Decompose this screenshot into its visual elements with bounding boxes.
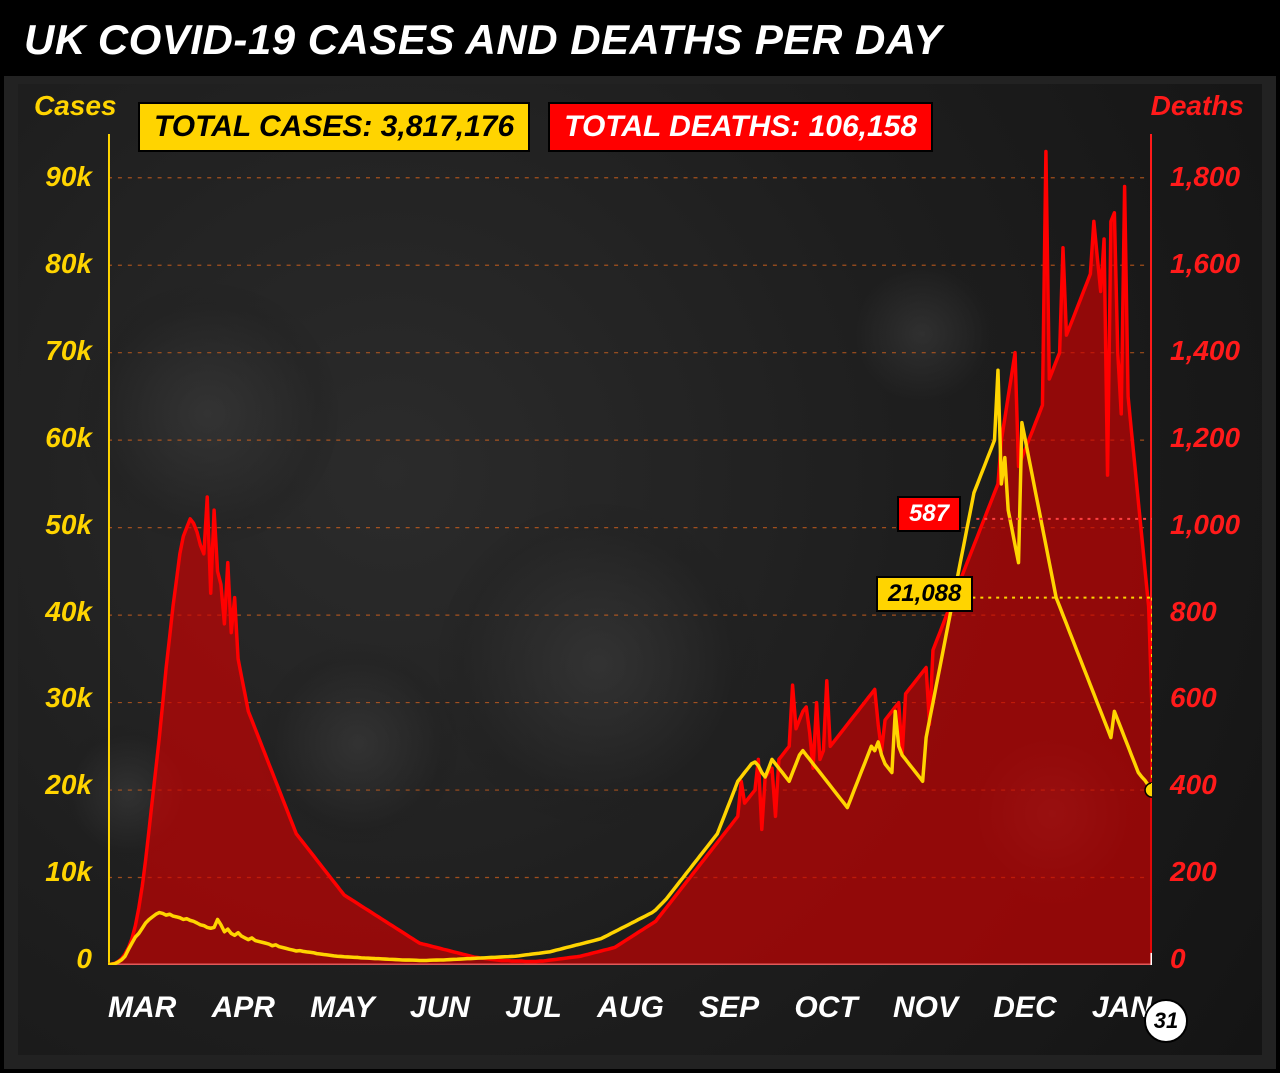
x-axis-months: MAR APR MAY JUN JUL AUG SEP OCT NOV DEC JAN <box>108 991 1152 1025</box>
left-tick: 60k <box>20 422 92 454</box>
left-tick: 70k <box>20 335 92 367</box>
plot-area <box>108 134 1152 965</box>
right-tick: 800 <box>1170 596 1217 628</box>
right-tick: 0 <box>1170 943 1186 975</box>
right-tick: 1,400 <box>1170 335 1240 367</box>
left-tick: 80k <box>20 248 92 280</box>
month-label: MAY <box>310 991 374 1025</box>
left-tick: 90k <box>20 161 92 193</box>
month-label: MAR <box>108 991 176 1025</box>
month-label: DEC <box>993 991 1056 1025</box>
chart-frame: UK COVID-19 CASES AND DEATHS PER DAY Cas… <box>0 0 1280 1073</box>
right-tick: 1,600 <box>1170 248 1240 280</box>
date-marker: 31 <box>1144 999 1188 1043</box>
right-tick: 1,000 <box>1170 509 1240 541</box>
right-tick: 1,200 <box>1170 422 1240 454</box>
month-label: JAN <box>1092 991 1152 1025</box>
month-label: JUL <box>505 991 562 1025</box>
callout-deaths-last: 587 <box>897 496 961 532</box>
left-tick: 10k <box>20 856 92 888</box>
right-tick: 1,800 <box>1170 161 1240 193</box>
right-tick: 600 <box>1170 682 1217 714</box>
left-tick: 30k <box>20 682 92 714</box>
left-tick: 50k <box>20 509 92 541</box>
month-label: AUG <box>597 991 664 1025</box>
month-label: SEP <box>699 991 759 1025</box>
left-tick: 0 <box>20 943 92 975</box>
left-axis-label: Cases <box>34 90 117 122</box>
month-label: OCT <box>794 991 857 1025</box>
left-tick: 40k <box>20 596 92 628</box>
month-label: NOV <box>893 991 958 1025</box>
callout-cases-last: 21,088 <box>876 576 973 612</box>
month-label: APR <box>212 991 275 1025</box>
chart-area: Cases Deaths TOTAL CASES: 3,817,176 TOTA… <box>18 84 1262 1055</box>
month-label: JUN <box>410 991 470 1025</box>
chart-title: UK COVID-19 CASES AND DEATHS PER DAY <box>4 4 1276 76</box>
left-tick: 20k <box>20 769 92 801</box>
right-tick: 200 <box>1170 856 1217 888</box>
right-tick: 400 <box>1170 769 1217 801</box>
right-axis-label: Deaths <box>1151 90 1244 122</box>
